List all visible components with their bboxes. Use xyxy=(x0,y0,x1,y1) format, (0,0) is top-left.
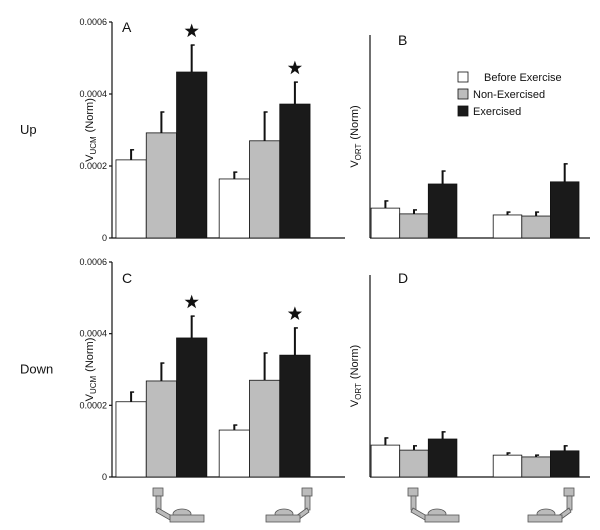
y-tick-label: 0.0006 xyxy=(79,17,107,27)
bar xyxy=(145,380,177,478)
bar xyxy=(249,379,281,478)
y-axis-label: VUCM (Norm) xyxy=(84,98,98,162)
bar xyxy=(218,429,250,478)
y-label-unit: (Norm) xyxy=(349,345,361,379)
y-axis-label: VUCM (Norm) xyxy=(84,338,98,402)
panel-letter: D xyxy=(398,270,408,286)
legend-label: Non-Exercised xyxy=(473,89,545,101)
legend-swatch xyxy=(457,71,469,83)
y-label-sub: UCM xyxy=(89,136,98,155)
row-label: Down xyxy=(20,362,53,377)
y-tick-label: 0.0004 xyxy=(79,89,107,99)
legend-label: Before Exercise xyxy=(484,72,562,84)
significance-star xyxy=(287,60,302,75)
significance-star xyxy=(287,306,302,320)
bar xyxy=(370,207,401,239)
bar xyxy=(249,140,281,239)
y-label-main: V xyxy=(349,399,361,407)
bar xyxy=(115,401,147,478)
bar xyxy=(279,354,311,478)
y-tick-label: 0.0002 xyxy=(79,400,107,410)
bar xyxy=(399,213,429,239)
y-label-sub: UCM xyxy=(89,375,98,394)
icon xyxy=(152,487,575,523)
legend-swatch xyxy=(457,88,469,100)
y-tick-label: 0.0004 xyxy=(79,329,107,339)
y-axis-label: VORT (Norm) xyxy=(349,105,363,167)
bar xyxy=(145,132,177,239)
y-label-main: V xyxy=(349,160,361,168)
bar xyxy=(176,71,208,239)
bar xyxy=(115,159,147,239)
legend-swatch xyxy=(457,105,469,117)
bar xyxy=(399,449,429,478)
y-label-main: V xyxy=(84,393,96,401)
bar xyxy=(521,456,551,478)
y-tick-label: 0 xyxy=(102,233,107,243)
y-tick-label: 0 xyxy=(102,472,107,482)
bar xyxy=(521,215,551,239)
y-axis-label: VORT (Norm) xyxy=(349,345,363,407)
row-label: Up xyxy=(20,122,37,137)
panel-letter: B xyxy=(398,32,407,48)
legend-label: Exercised xyxy=(473,106,521,118)
significance-star xyxy=(184,294,199,309)
y-label-unit: (Norm) xyxy=(349,105,361,139)
significance-star xyxy=(184,23,199,38)
bar xyxy=(427,183,458,239)
bar xyxy=(176,337,208,478)
y-tick-label: 0.0002 xyxy=(79,161,107,171)
y-label-unit: (Norm) xyxy=(84,98,96,132)
y-tick-label: 0.0006 xyxy=(79,257,107,267)
y-label-sub: ORT xyxy=(354,383,363,400)
bar xyxy=(492,214,523,239)
bar xyxy=(492,454,523,478)
y-label-main: V xyxy=(84,154,96,162)
panel-letter: A xyxy=(122,19,132,35)
bar xyxy=(279,103,311,239)
bar xyxy=(427,438,458,478)
bar xyxy=(550,450,580,478)
panel-letter: C xyxy=(122,270,132,286)
bar xyxy=(550,181,580,239)
y-label-unit: (Norm) xyxy=(84,338,96,372)
y-label-sub: ORT xyxy=(354,143,363,160)
bar xyxy=(370,444,401,478)
bar xyxy=(218,178,250,239)
